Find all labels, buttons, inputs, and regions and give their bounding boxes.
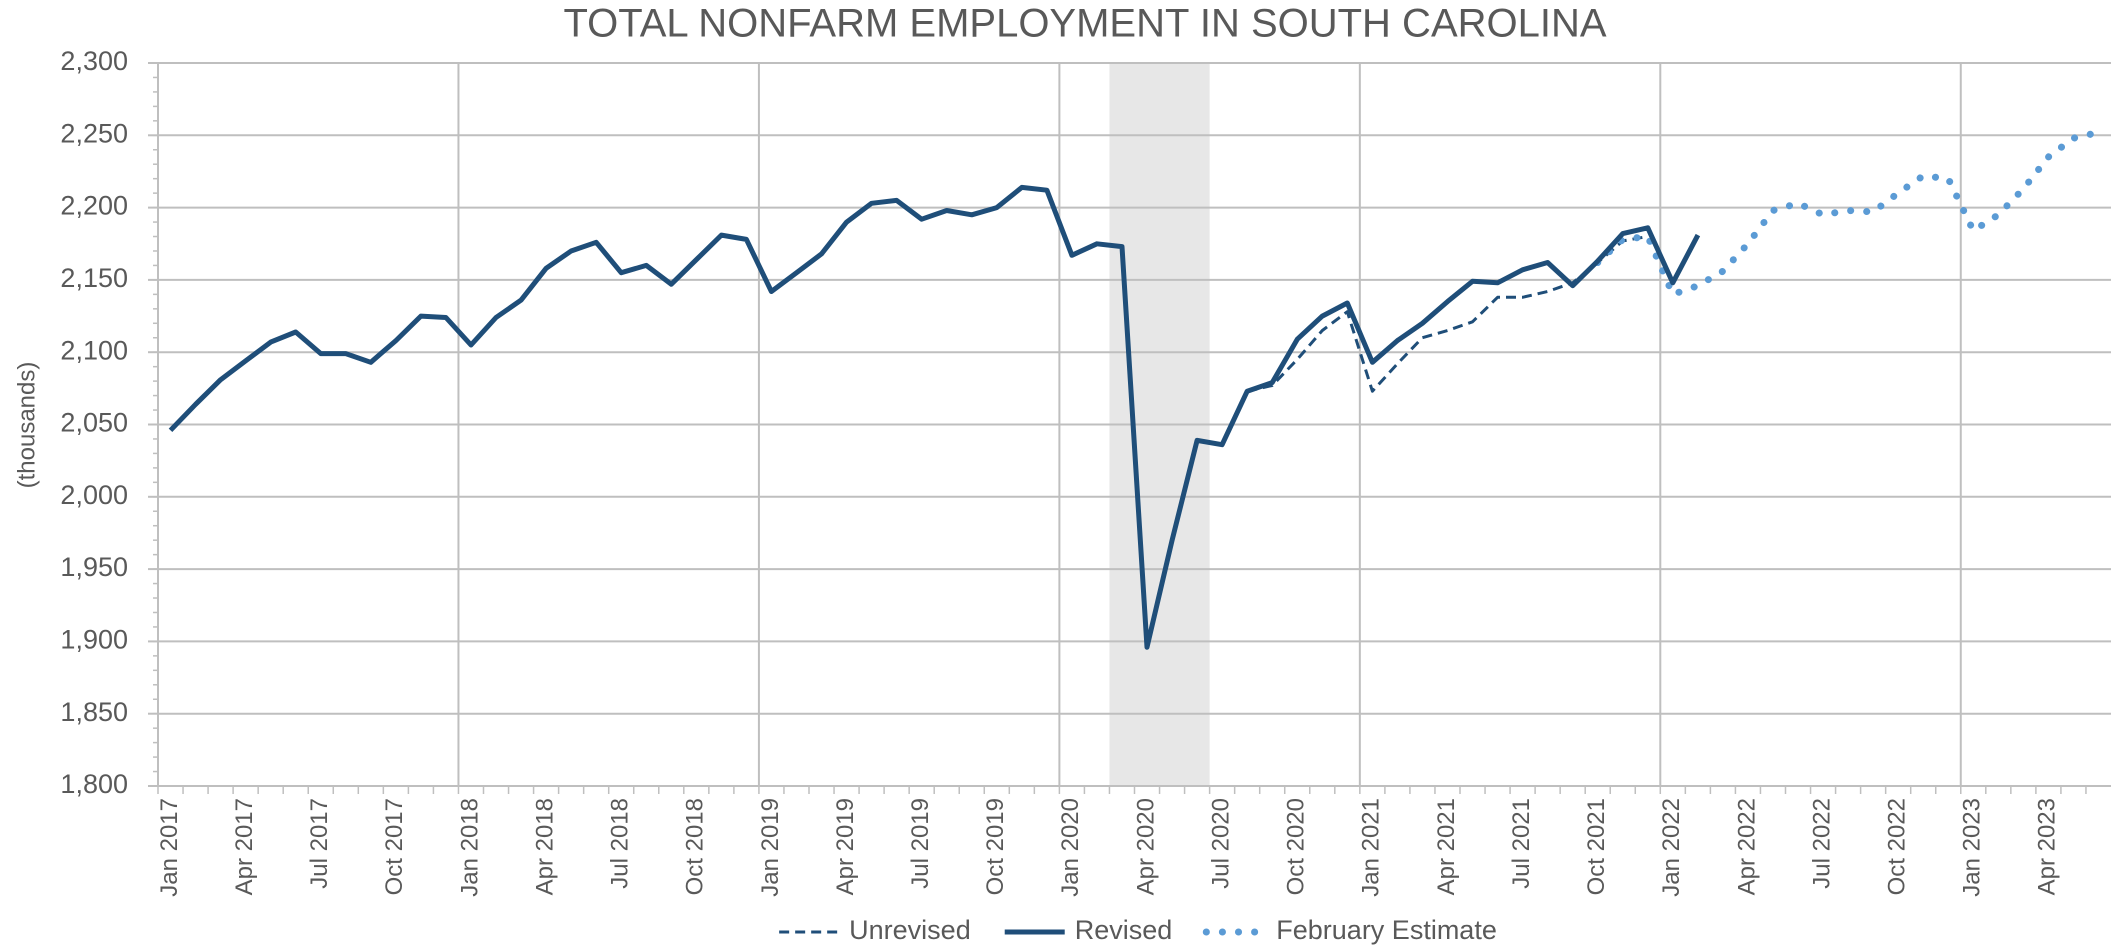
x-tick-label: Oct 2018: [682, 798, 709, 895]
y-tick-label: 1,950: [60, 552, 128, 582]
x-tick-label: Jul 2020: [1207, 798, 1234, 889]
x-tick-label: Oct 2022: [1884, 798, 1911, 895]
series-line: [168, 184, 1701, 650]
x-tick-label: Jul 2021: [1508, 798, 1535, 889]
y-tick-label: 1,800: [60, 769, 128, 799]
y-tick-label: 2,000: [60, 480, 128, 510]
y-axis-label: (thousands): [13, 362, 40, 489]
y-tick-label: 1,900: [60, 625, 128, 655]
x-tick-label: Jan 2022: [1658, 798, 1685, 897]
x-tick-label: Apr 2017: [231, 798, 258, 895]
legend-label: Revised: [1075, 915, 1173, 945]
y-tick-label: 2,250: [60, 118, 128, 148]
x-tick-label: Jan 2021: [1358, 798, 1385, 897]
x-tick-label: Jan 2018: [456, 798, 483, 897]
series-line: [1246, 235, 1649, 393]
x-tick-label: Jan 2020: [1057, 798, 1084, 897]
x-tick-label: Oct 2021: [1583, 798, 1610, 895]
x-tick-label: Apr 2023: [2034, 798, 2061, 895]
y-tick-label: 2,200: [60, 191, 128, 221]
x-tick-label: Oct 2017: [381, 798, 408, 895]
y-tick-label: 2,300: [60, 46, 128, 76]
x-tick-label: Jul 2019: [907, 798, 934, 889]
x-tick-label: Jan 2019: [757, 798, 784, 897]
y-tick-label: 1,850: [60, 697, 128, 727]
x-tick-label: Apr 2018: [531, 798, 558, 895]
y-tick-label: 2,050: [60, 408, 128, 438]
x-tick-label: Apr 2022: [1733, 798, 1760, 895]
y-tick-label: 2,100: [60, 335, 128, 365]
x-tick-label: Jan 2023: [1959, 798, 1986, 897]
x-tick-label: Oct 2019: [982, 798, 1009, 895]
x-tick-label: Apr 2021: [1433, 798, 1460, 895]
y-tick-label: 2,150: [60, 263, 128, 293]
x-tick-label: Jul 2017: [306, 798, 333, 889]
chart-title: TOTAL NONFARM EMPLOYMENT IN SOUTH CAROLI…: [563, 2, 1606, 46]
x-tick-label: Jul 2018: [607, 798, 634, 889]
x-tick-label: Jul 2022: [1808, 798, 1835, 889]
series-line: [1594, 128, 2102, 298]
x-tick-label: Apr 2020: [1132, 798, 1159, 895]
x-tick-label: Oct 2020: [1283, 798, 1310, 895]
x-tick-label: Apr 2019: [832, 798, 859, 895]
legend-label: Unrevised: [849, 915, 971, 945]
x-tick-label: Jan 2017: [156, 798, 183, 897]
legend-label: February Estimate: [1276, 915, 1497, 945]
